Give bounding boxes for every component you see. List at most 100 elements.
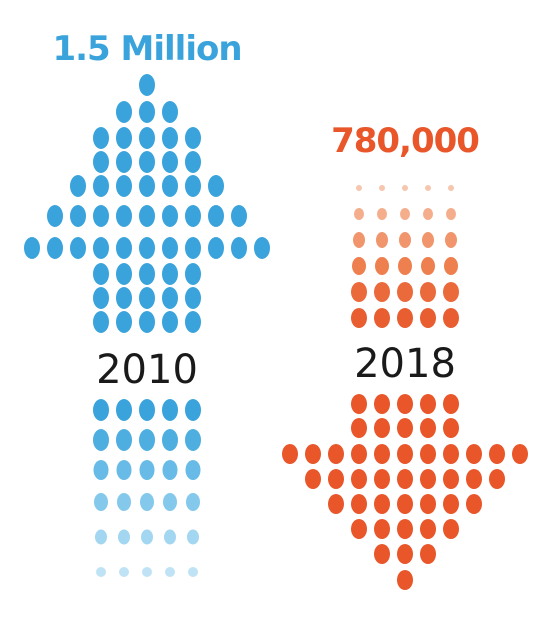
dot <box>420 308 436 328</box>
dot <box>305 444 321 464</box>
dot <box>139 263 155 285</box>
dot <box>70 237 86 259</box>
dot <box>162 287 178 309</box>
dot <box>116 151 132 173</box>
dot <box>162 127 178 149</box>
dot <box>116 237 132 259</box>
dot <box>185 429 201 451</box>
dot <box>93 237 109 259</box>
dot <box>421 257 435 275</box>
dot <box>139 429 155 451</box>
dot <box>94 493 108 511</box>
dot <box>93 151 109 173</box>
amount-2018: 780,000 <box>331 121 479 161</box>
dot <box>119 567 129 577</box>
dot <box>443 469 459 489</box>
dot <box>351 418 367 438</box>
dot <box>448 185 454 191</box>
dot <box>139 205 155 227</box>
dot <box>185 311 201 333</box>
dot <box>443 308 459 328</box>
dot <box>466 494 482 514</box>
dot <box>352 257 366 275</box>
dot <box>96 567 106 577</box>
dot <box>231 205 247 227</box>
dot <box>117 493 131 511</box>
dot <box>139 175 155 197</box>
dot <box>162 311 178 333</box>
amount-2010: 1.5 Million <box>52 29 241 69</box>
dot <box>70 175 86 197</box>
dot <box>443 418 459 438</box>
dot <box>116 287 132 309</box>
dot <box>420 282 436 302</box>
dot <box>185 151 201 173</box>
dot <box>328 494 344 514</box>
dot <box>398 257 412 275</box>
dot <box>139 287 155 309</box>
dot <box>116 127 132 149</box>
dot <box>140 493 154 511</box>
dot <box>93 287 109 309</box>
dot <box>162 460 178 480</box>
dot <box>162 205 178 227</box>
dot <box>374 519 390 539</box>
dot <box>165 567 175 577</box>
dot <box>185 127 201 149</box>
dot <box>420 394 436 414</box>
dot <box>162 101 178 123</box>
dot <box>116 205 132 227</box>
dot <box>162 263 178 285</box>
dot <box>93 263 109 285</box>
dot <box>231 237 247 259</box>
dot <box>443 394 459 414</box>
dot <box>353 232 365 248</box>
dot <box>443 444 459 464</box>
dot <box>185 237 201 259</box>
dot <box>162 237 178 259</box>
dot <box>185 205 201 227</box>
dot <box>351 308 367 328</box>
dot <box>397 282 413 302</box>
dot <box>282 444 298 464</box>
dot <box>185 287 201 309</box>
dot <box>116 429 132 451</box>
dot <box>351 469 367 489</box>
dot <box>397 394 413 414</box>
dot <box>162 399 178 421</box>
dot <box>397 570 413 590</box>
dot <box>351 394 367 414</box>
dot <box>47 205 63 227</box>
dot <box>379 185 385 191</box>
dot <box>187 529 199 545</box>
dot <box>24 237 40 259</box>
dot <box>118 529 130 545</box>
dot <box>397 444 413 464</box>
dot <box>254 237 270 259</box>
dot <box>512 444 528 464</box>
dot <box>420 469 436 489</box>
dot <box>420 519 436 539</box>
dot <box>374 469 390 489</box>
dot <box>420 444 436 464</box>
dot <box>139 399 155 421</box>
dot <box>446 208 456 220</box>
year-2010: 2010 <box>96 347 198 393</box>
dot <box>351 494 367 514</box>
dot <box>374 444 390 464</box>
dot <box>374 282 390 302</box>
dot <box>351 519 367 539</box>
dot <box>93 429 109 451</box>
dot <box>376 232 388 248</box>
dot <box>356 185 362 191</box>
dot <box>185 460 201 480</box>
dot <box>163 493 177 511</box>
dot-arrows <box>24 74 528 590</box>
dot <box>162 151 178 173</box>
dot <box>139 460 155 480</box>
dot <box>443 494 459 514</box>
dot <box>93 205 109 227</box>
dot <box>351 282 367 302</box>
